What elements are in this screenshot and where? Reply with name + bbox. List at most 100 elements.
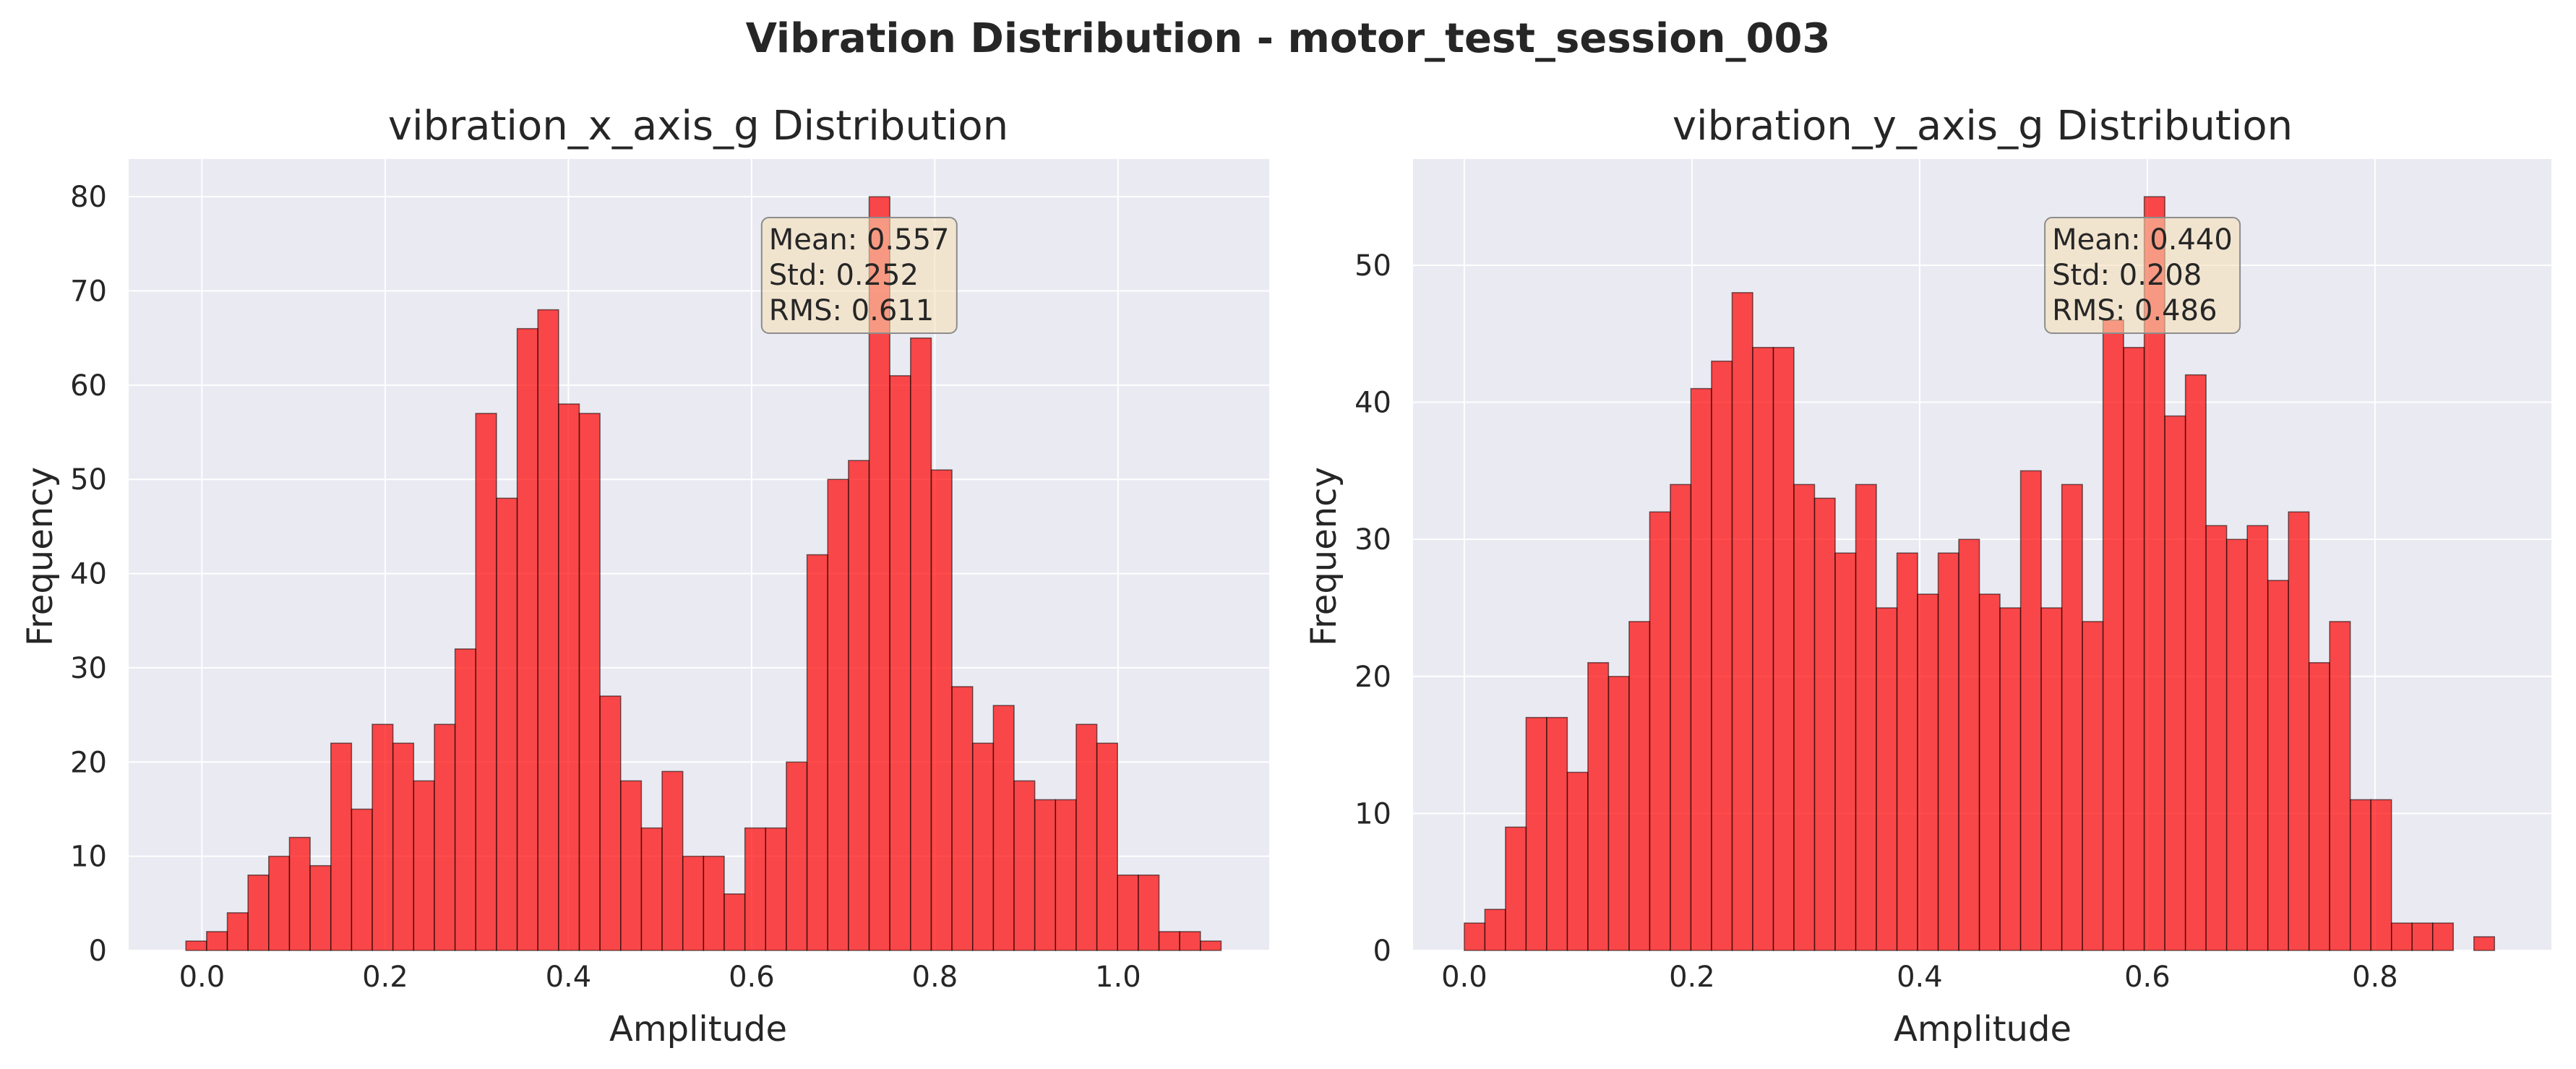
y-tick-label: 40 bbox=[70, 558, 107, 591]
histogram-bar bbox=[1055, 799, 1077, 951]
chart-x-title: vibration_x_axis_g Distribution bbox=[388, 103, 1008, 150]
histogram-bar bbox=[786, 761, 808, 951]
stats-line: Std: 0.252 bbox=[769, 259, 919, 292]
histogram-bar bbox=[2411, 922, 2434, 951]
histogram-bar bbox=[2061, 484, 2083, 951]
histogram-bar bbox=[1200, 940, 1222, 951]
histogram-bar bbox=[1999, 607, 2022, 951]
histogram-bar bbox=[1034, 799, 1057, 951]
histogram-bar bbox=[1649, 511, 1671, 951]
x-tick-label: 1.0 bbox=[1095, 961, 1141, 994]
histogram-bar bbox=[1772, 346, 1795, 951]
stats-box-frame bbox=[2044, 217, 2241, 335]
y-tick-label: 60 bbox=[70, 369, 107, 403]
x-tick-label: 0.6 bbox=[729, 961, 775, 994]
histogram-bar bbox=[724, 893, 746, 951]
y-tick-label: 80 bbox=[70, 181, 107, 214]
histogram-bar bbox=[1607, 676, 1630, 951]
y-tick-label: 20 bbox=[1354, 661, 1391, 694]
histogram-bar bbox=[1793, 484, 1816, 951]
y-tick-label: 50 bbox=[70, 463, 107, 497]
y-tick-label: 50 bbox=[1354, 249, 1391, 283]
y-tick-label: 10 bbox=[70, 841, 107, 874]
histogram-bar bbox=[2329, 621, 2351, 951]
histogram-bar bbox=[309, 864, 332, 951]
x-tick-label: 0.8 bbox=[912, 961, 958, 994]
y-tick-label: 20 bbox=[70, 746, 107, 779]
histogram-bar bbox=[2123, 346, 2145, 951]
histogram-bar bbox=[185, 940, 207, 951]
histogram-bar bbox=[2205, 525, 2228, 951]
histogram-bar bbox=[1958, 538, 1980, 951]
stats-line: Std: 0.208 bbox=[2052, 259, 2202, 292]
histogram-bar bbox=[2225, 538, 2248, 951]
x-tick-label: 0.8 bbox=[2352, 961, 2398, 994]
x-tick-label: 0.2 bbox=[362, 961, 408, 994]
x-tick-label: 0.0 bbox=[179, 961, 226, 994]
histogram-bar bbox=[1464, 922, 1486, 951]
histogram-bar bbox=[1505, 826, 1527, 951]
histogram-bar bbox=[226, 912, 249, 951]
histogram-bar bbox=[247, 874, 270, 951]
histogram-bar bbox=[827, 478, 849, 951]
histogram-bar bbox=[434, 724, 456, 951]
y-tick-label: 30 bbox=[1354, 523, 1391, 557]
stats-line: RMS: 0.486 bbox=[2052, 294, 2217, 327]
histogram-bar bbox=[1587, 662, 1610, 951]
chart-y-xlabel: Amplitude bbox=[1894, 1009, 2071, 1049]
histogram-bar bbox=[454, 648, 476, 951]
histogram-bar bbox=[992, 705, 1015, 951]
histogram-bar bbox=[971, 742, 995, 951]
histogram-bar bbox=[2164, 415, 2186, 951]
histogram-bar bbox=[848, 460, 870, 951]
histogram-bar bbox=[2102, 319, 2124, 951]
stats-line: Mean: 0.557 bbox=[769, 223, 950, 257]
histogram-bar bbox=[1546, 716, 1568, 951]
histogram-bar bbox=[496, 497, 518, 951]
chart-x-plot: 0.0 0.2 0.4 0.6 0.8 1.0 0 10 20 30 40 50 60 70 80 Mean:… bbox=[70, 159, 1269, 994]
histogram-bar bbox=[2040, 607, 2063, 951]
histogram-bar bbox=[744, 827, 767, 951]
histogram-bar bbox=[2349, 799, 2371, 951]
chart-y-axis: vibration_y_axis_g Distribution Amplitud… bbox=[1304, 103, 2293, 1049]
histogram-bar bbox=[1813, 497, 1836, 951]
histogram-bar bbox=[2390, 922, 2413, 951]
histogram-bar bbox=[640, 827, 663, 951]
x-tick-label: 0.2 bbox=[1669, 961, 1715, 994]
histogram-bar bbox=[1117, 874, 1139, 951]
histogram-bar bbox=[537, 309, 559, 951]
histogram-bar bbox=[2267, 580, 2289, 951]
histogram-bar bbox=[206, 931, 228, 951]
histogram-bar bbox=[413, 780, 435, 951]
y-tick-label: 40 bbox=[1354, 387, 1391, 420]
histogram-bar bbox=[558, 403, 580, 951]
histogram-bar bbox=[392, 742, 415, 951]
figure-title: Vibration Distribution - motor_test_sess… bbox=[746, 15, 1831, 62]
histogram-bar bbox=[806, 554, 828, 951]
histogram-bar bbox=[1834, 552, 1857, 951]
histogram-bar bbox=[703, 855, 725, 951]
histogram-bar bbox=[1731, 292, 1753, 951]
histogram-bar bbox=[889, 375, 911, 951]
histogram-bar bbox=[2082, 621, 2104, 951]
histogram-bar bbox=[1158, 931, 1180, 951]
histogram-bar bbox=[1096, 742, 1118, 951]
chart-y-plot: 0.0 0.2 0.4 0.6 0.8 0 10 20 30 40 50 Mean: 0.440Std… bbox=[1354, 159, 2551, 994]
histogram-bar bbox=[620, 780, 643, 951]
histogram-bar bbox=[951, 686, 974, 951]
x-tick-label: 0.6 bbox=[2124, 961, 2171, 994]
x-tick-label: 0.0 bbox=[1441, 961, 1487, 994]
chart-y-title: vibration_y_axis_g Distribution bbox=[1673, 103, 2293, 150]
histogram-bar bbox=[1917, 593, 1939, 951]
histogram-bar bbox=[2246, 525, 2269, 951]
histogram-bar bbox=[330, 742, 353, 951]
histogram-bar bbox=[1566, 771, 1589, 951]
histogram-bar bbox=[1013, 780, 1036, 951]
histogram-bar bbox=[288, 836, 311, 951]
histogram-bar bbox=[1711, 360, 1733, 951]
histogram-bar bbox=[1525, 716, 1547, 951]
histogram-bar bbox=[1179, 931, 1201, 951]
histogram-bar bbox=[1937, 552, 1959, 951]
y-tick-label: 70 bbox=[70, 275, 107, 309]
